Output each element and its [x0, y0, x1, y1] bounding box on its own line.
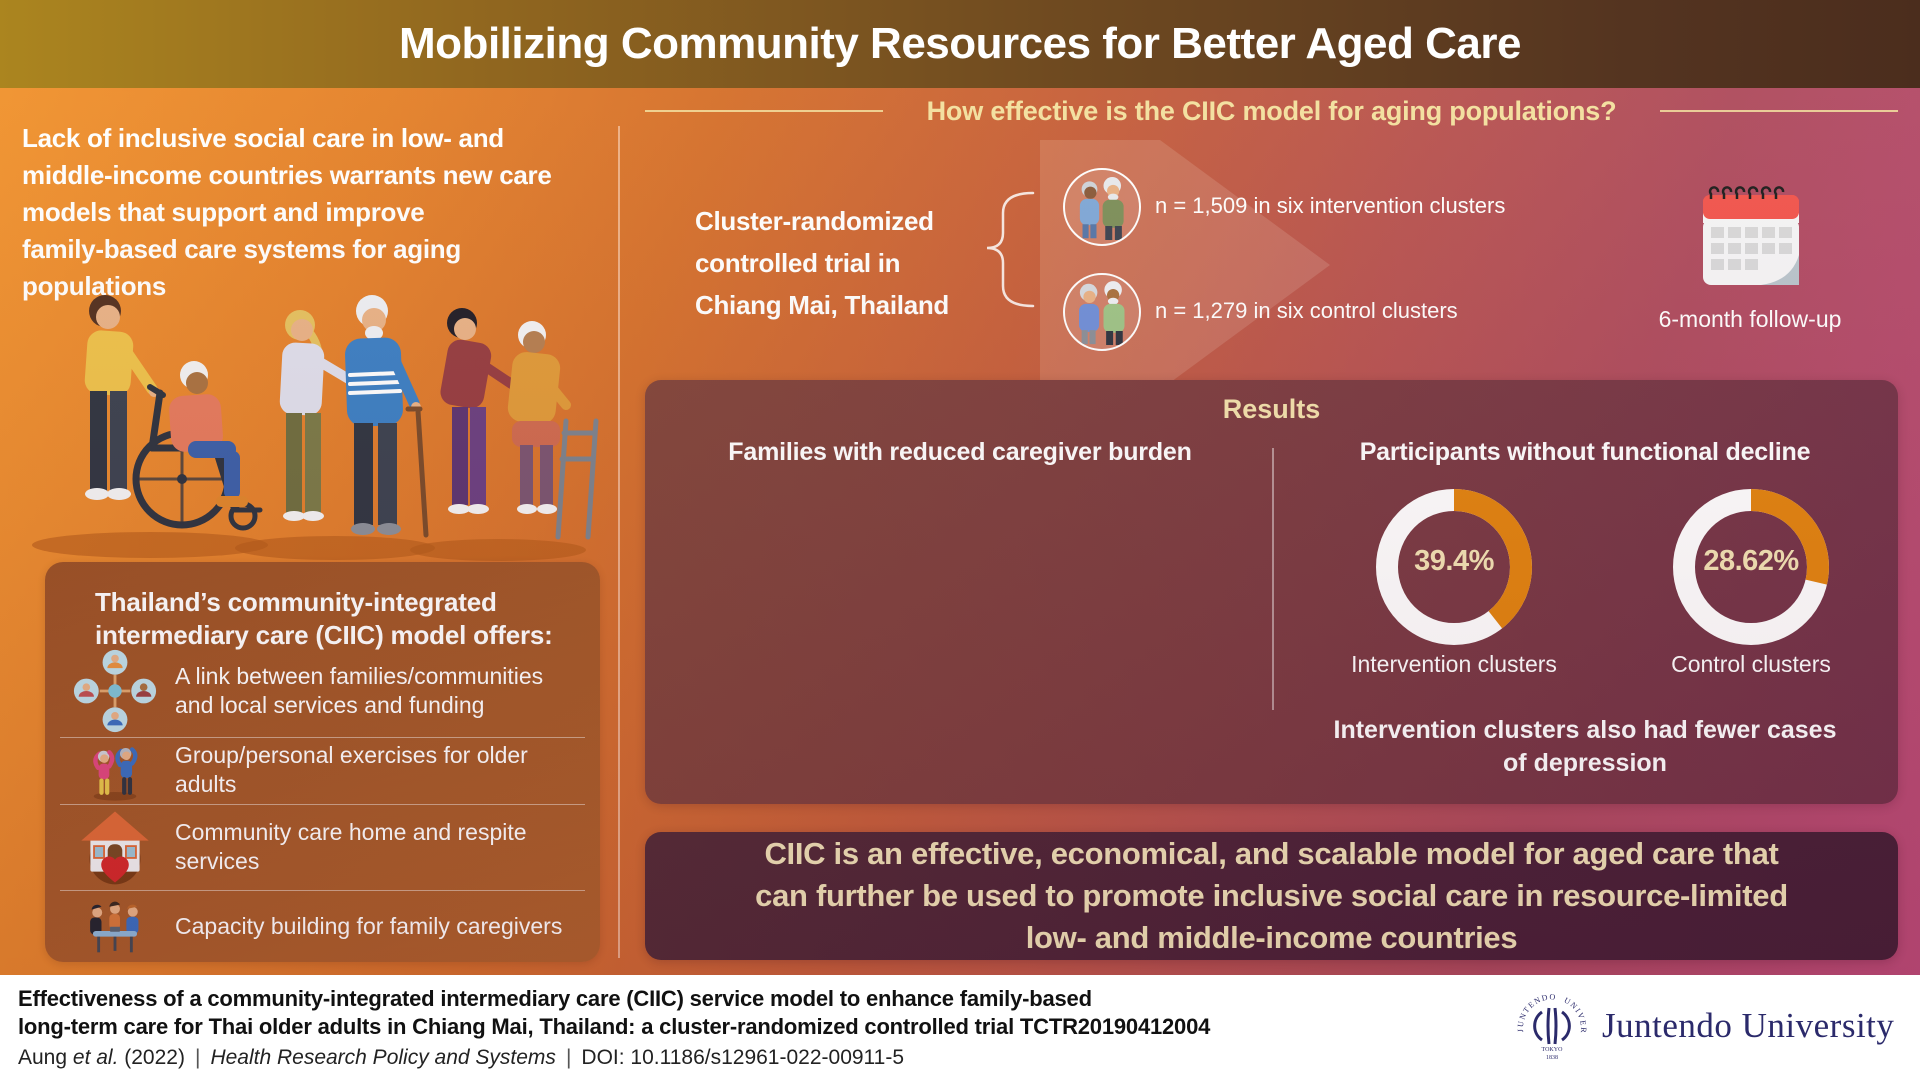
donut-label: Control clusters [1671, 651, 1831, 677]
paper-title-line2: long-term care for Thai older adults in … [18, 1014, 1211, 1039]
follow-up-label: 6-month follow-up [1658, 306, 1842, 332]
svg-text:JUNTENDO UNIVERSITY: JUNTENDO UNIVERSITY [1514, 988, 1588, 1035]
list-item: A link between families/communities and … [55, 648, 590, 734]
trial-description: Cluster-randomized controlled trial in C… [695, 206, 950, 320]
donut-value: 39.4% [1414, 545, 1494, 577]
list-divider [60, 804, 585, 805]
section-question: How effective is the CIIC model for agin… [926, 96, 1617, 126]
list-item-label: Community care home and respite services [175, 819, 527, 874]
donut-label: Intervention clusters [1351, 651, 1557, 677]
problem-statement: Lack of inclusive social care in low- an… [22, 123, 552, 301]
paper-title-line1: Effectiveness of a community-integrated … [18, 986, 1092, 1011]
brace-connector [986, 191, 1035, 308]
citation-doi: DOI: 10.1186/s12961-022-00911-5 [581, 1046, 905, 1069]
results-title: Results [1222, 394, 1321, 424]
control-group-avatar [1063, 273, 1141, 351]
donut-chart: 28.62% Control clusters [1636, 489, 1866, 678]
infographic-canvas: Lack of inclusive social care in low- an… [0, 88, 1920, 975]
control-n-label: n = 1,279 in six control clusters [1155, 298, 1458, 323]
depression-note: Intervention clusters also had fewer cas… [1333, 716, 1837, 777]
question-rule-left [645, 110, 883, 112]
conclusion-text: CIIC is an effective, economical, and sc… [755, 836, 1788, 955]
list-item-label: A link between families/communities and … [175, 663, 544, 718]
list-item: Capacity building for family caregivers [55, 892, 590, 960]
donut-chart: 39.4% Intervention clusters [1339, 489, 1569, 678]
caregiving-illustration [32, 295, 599, 561]
ciic-model-panel: Thailand’s community-integrated intermed… [45, 562, 600, 962]
results-subheading-burden: Families with reduced caregiver burden [728, 438, 1192, 466]
donut-ring [1673, 489, 1829, 645]
list-divider [60, 890, 585, 891]
citation-footer: Effectiveness of a community-integrated … [0, 975, 1920, 1080]
donut-value: 28.62% [1703, 545, 1799, 577]
university-seal-icon: JUNTENDO UNIVERSITY TOKYO 1838 [1514, 988, 1588, 1061]
svg-text:1838: 1838 [1546, 1055, 1558, 1061]
citation-year: (2022) [118, 1046, 185, 1069]
citation-separator: | [565, 1046, 572, 1069]
citation-line: Aung et al. (2022) | Health Research Polic… [18, 1046, 904, 1070]
column-divider [618, 126, 620, 958]
care-home-icon [55, 806, 175, 888]
list-item-label: Group/personal exercises for older adult… [175, 742, 528, 797]
citation-author: Aung [18, 1046, 73, 1069]
results-panel: Results Families with reduced caregiver … [645, 380, 1898, 804]
list-item: Group/personal exercises for older adult… [55, 738, 590, 802]
results-subheading-decline: Participants without functional decline [1359, 438, 1811, 466]
list-item-label: Capacity building for family caregivers [175, 912, 563, 939]
citation-etal: et al. [72, 1046, 119, 1069]
calendar-icon [1703, 186, 1799, 285]
university-name: Juntendo University [1602, 1006, 1895, 1045]
intervention-n-label: n = 1,509 in six intervention clusters [1155, 193, 1506, 218]
citation-journal: Health Research Policy and Systems [210, 1046, 556, 1069]
question-rule-right [1660, 110, 1898, 112]
list-divider [60, 737, 585, 738]
results-divider [1272, 448, 1274, 710]
university-logo: JUNTENDO UNIVERSITY TOKYO 1838 Juntendo … [1514, 988, 1894, 1064]
donut-ring [1376, 489, 1532, 645]
list-item: Community care home and respite services [55, 805, 590, 889]
ciic-panel-heading: Thailand’s community-integrated intermed… [95, 587, 553, 650]
svg-text:TOKYO: TOKYO [1542, 1047, 1564, 1053]
conclusion-banner: CIIC is an effective, economical, and sc… [645, 832, 1898, 960]
exercise-icon [55, 738, 175, 802]
page-title: Mobilizing Community Resources for Bette… [399, 19, 1521, 68]
intervention-group-avatar [1063, 168, 1141, 246]
citation-separator: | [194, 1046, 201, 1069]
family-network-icon [55, 648, 175, 734]
caregiver-training-icon [55, 894, 175, 958]
title-bar: Mobilizing Community Resources for Bette… [0, 0, 1920, 88]
